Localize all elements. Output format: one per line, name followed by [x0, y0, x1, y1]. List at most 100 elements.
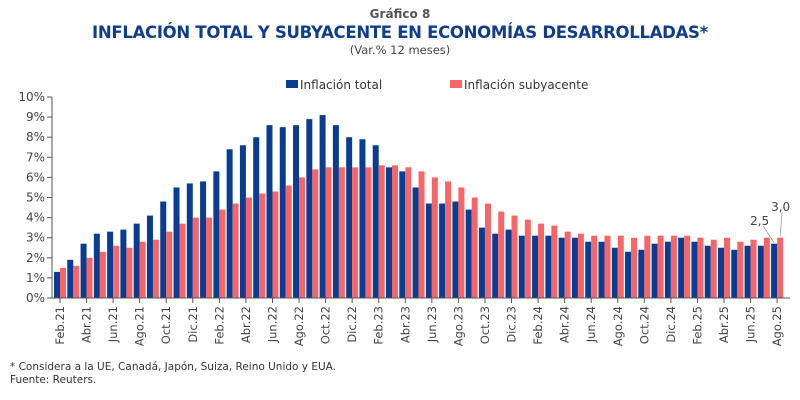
bar-core	[338, 167, 345, 298]
bar-total	[439, 203, 446, 298]
bar-total	[146, 215, 153, 298]
bar-total	[239, 145, 246, 298]
bar-total	[386, 167, 392, 298]
bar-core	[405, 167, 412, 298]
x-tick-label: Feb.22	[212, 306, 226, 345]
x-tick-label: Jun.22	[265, 306, 279, 343]
bar-total	[691, 241, 698, 298]
y-tick-label: 9%	[26, 110, 45, 124]
bar-total	[160, 201, 167, 298]
y-tick-label: 5%	[26, 191, 45, 205]
x-tick-label: Jun.21	[106, 306, 120, 343]
bar-core	[179, 223, 186, 298]
annotations: 2,53,0	[750, 200, 790, 243]
bar-core	[245, 197, 252, 298]
bar-total	[120, 229, 127, 298]
bar-core	[73, 265, 80, 298]
bar-core	[126, 247, 133, 298]
bar-core	[139, 241, 146, 298]
x-tick-label: Ago.22	[292, 306, 306, 346]
bar-core	[604, 235, 611, 298]
x-tick-label: Oct.23	[478, 306, 492, 344]
bar-total	[332, 125, 339, 298]
bar-total	[585, 241, 592, 298]
bar-core	[206, 217, 213, 298]
annotation-label-core: 3,0	[771, 200, 790, 214]
x-tick-label: Feb.21	[53, 306, 67, 345]
bar-core	[484, 203, 491, 298]
x-tick-label: Dic.23	[505, 306, 519, 343]
bar-core	[113, 245, 120, 298]
bar-total	[425, 203, 432, 298]
x-tick-label: Ago.23	[451, 306, 465, 346]
bar-total	[293, 125, 300, 298]
chart-subtitle: (Var.% 12 meses)	[349, 43, 451, 57]
x-tick-label: Jun.23	[425, 306, 439, 343]
bar-core	[724, 237, 730, 298]
y-tick-label: 4%	[26, 211, 45, 225]
x-tick-label: Feb.24	[531, 306, 545, 345]
bar-core	[365, 167, 372, 298]
x-tick-label: Abr.21	[80, 306, 94, 343]
footnote: * Considera a la UE, Canadá, Japón, Suiz…	[10, 361, 337, 373]
bar-core	[392, 165, 398, 298]
bar-total	[80, 243, 87, 298]
y-tick-label: 6%	[26, 170, 45, 184]
bar-core	[551, 225, 558, 298]
bar-core	[697, 237, 704, 298]
x-tick-label: Ago.21	[133, 306, 147, 346]
bar-total	[319, 115, 326, 298]
bar-total	[664, 241, 671, 298]
y-tick-label: 3%	[26, 231, 45, 245]
bar-total	[571, 237, 578, 298]
bar-total	[173, 187, 180, 298]
annotation-leader-total	[762, 225, 775, 243]
x-tick-label: Feb.25	[690, 306, 704, 345]
bar-total	[505, 229, 512, 298]
bar-core	[312, 169, 319, 298]
bar-core	[166, 231, 173, 298]
x-tick-label: Abr.25	[717, 306, 731, 343]
bar-core	[299, 177, 306, 298]
bar-core	[325, 167, 332, 298]
bar-core	[631, 237, 638, 298]
bar-core	[219, 209, 226, 298]
x-tick-label: Abr.23	[398, 306, 412, 343]
bar-total	[465, 209, 472, 298]
bar-core	[657, 235, 664, 298]
chart-header: Gráfico 8 INFLACIÓN TOTAL Y SUBYACENTE E…	[0, 6, 800, 58]
bar-total	[518, 235, 525, 298]
bar-total	[452, 201, 459, 298]
bar-core	[763, 237, 770, 298]
bar-total	[558, 237, 565, 298]
bar-total	[478, 227, 485, 298]
bar-core	[524, 219, 531, 298]
bar-total	[213, 171, 220, 298]
bar-total	[412, 187, 419, 298]
source-note: Fuente: Reuters.	[10, 374, 97, 386]
bar-total	[731, 249, 738, 298]
bars	[54, 115, 784, 299]
bar-core	[232, 203, 239, 298]
bar-core	[445, 181, 452, 298]
bar-total	[226, 149, 233, 298]
x-tick-label: Feb.23	[372, 306, 386, 345]
x-tick-label: Abr.22	[239, 306, 253, 343]
bar-core	[498, 211, 505, 298]
legend-swatch-core	[450, 80, 462, 88]
bar-total	[532, 235, 539, 298]
annotation-leader-core	[779, 211, 783, 237]
annotation-label-total: 2,5	[750, 214, 769, 228]
bar-total	[253, 137, 260, 298]
x-tick-label: Ago.25	[770, 306, 784, 346]
bar-total	[346, 137, 353, 298]
x-tick-label: Oct.21	[159, 306, 173, 344]
bar-core	[577, 233, 584, 298]
bar-total	[279, 127, 286, 299]
bar-total	[651, 243, 658, 298]
bar-total	[186, 183, 193, 298]
bar-core	[378, 165, 385, 298]
bar-core	[777, 237, 784, 298]
bar-total	[93, 233, 100, 298]
bar-core	[471, 197, 478, 298]
